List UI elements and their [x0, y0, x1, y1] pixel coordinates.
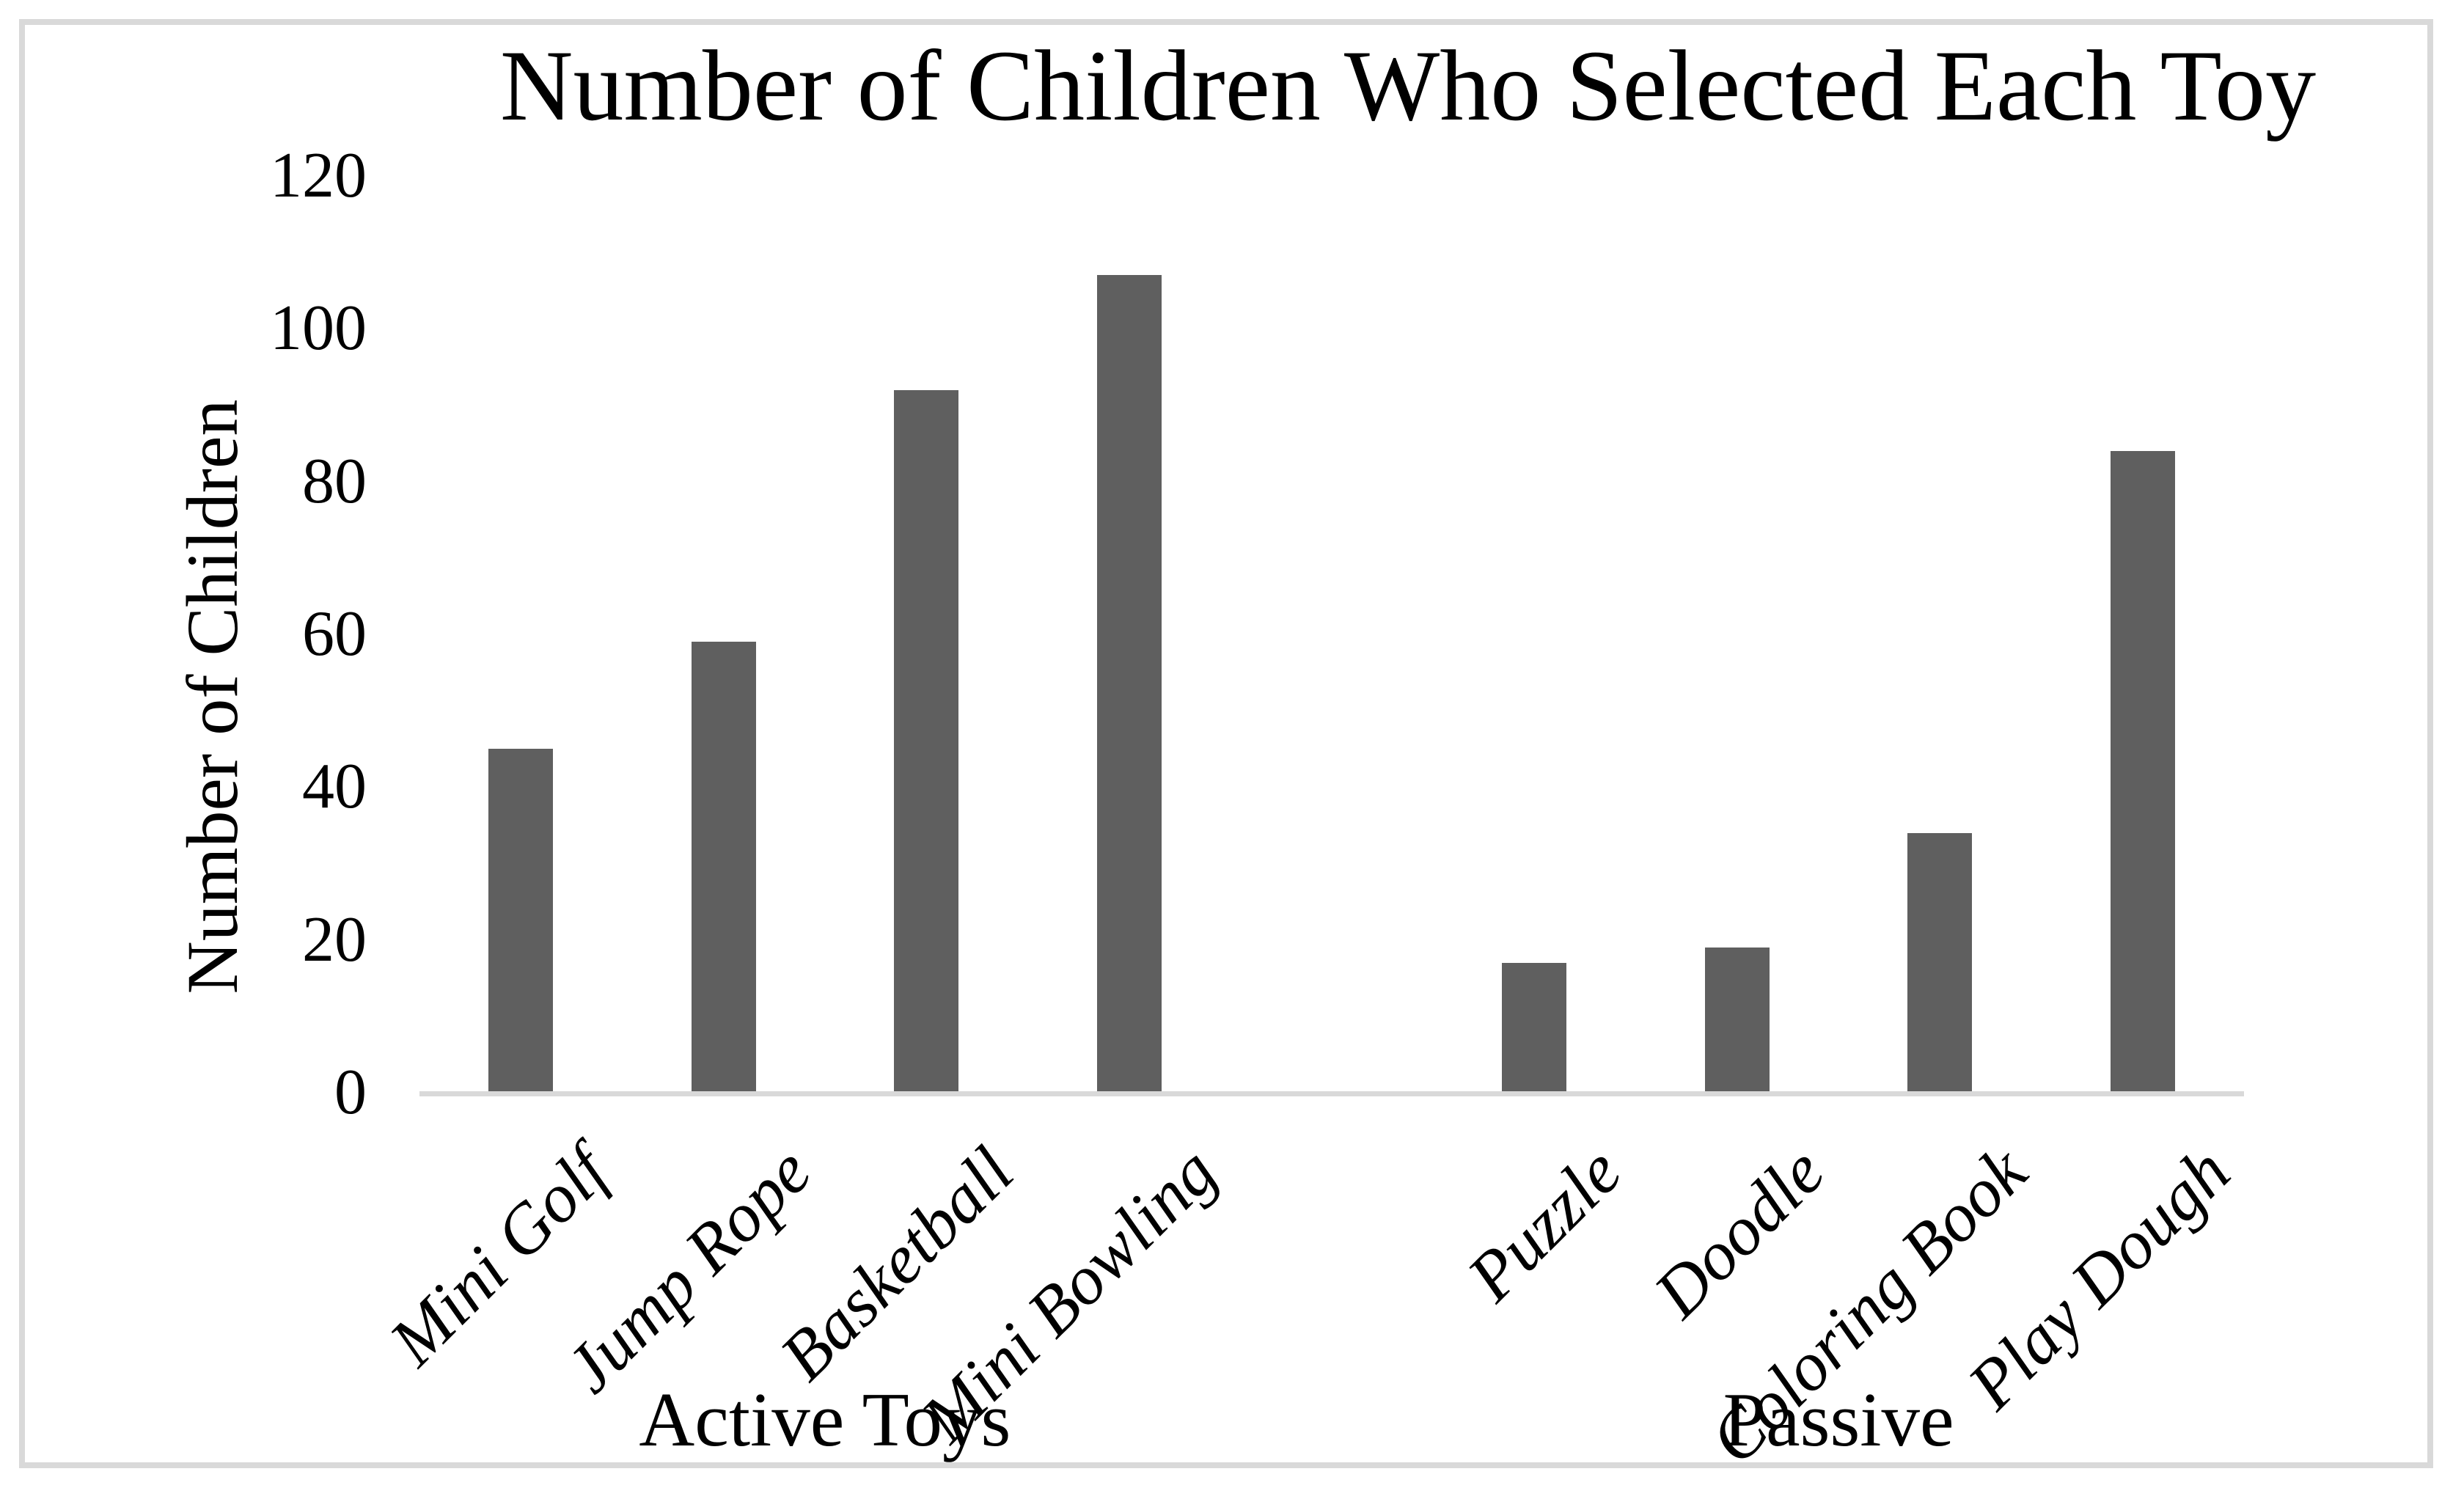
y-tick-label-40: 40	[302, 751, 367, 823]
y-tick-label-60: 60	[302, 598, 367, 670]
group-label-active-toys: Active Toys	[639, 1377, 1011, 1462]
bar-jump-rope	[691, 642, 756, 1091]
chart-border-frame	[19, 19, 2433, 1468]
bar-mini-golf	[488, 749, 554, 1091]
y-axis-title: Number of Children	[172, 399, 253, 994]
y-tick-label-120: 120	[270, 139, 367, 211]
bar-mini-bowling	[1096, 275, 1162, 1091]
chart-title: Number of Children Who Selected Each Toy	[499, 29, 2317, 142]
x-axis-line	[419, 1091, 2244, 1096]
y-tick-label-20: 20	[302, 904, 367, 975]
y-tick-label-0: 0	[334, 1057, 367, 1128]
y-tick-label-80: 80	[302, 445, 367, 517]
bar-basketball	[894, 389, 959, 1091]
group-label-passive: Passive	[1723, 1377, 1954, 1462]
bar-coloring-book	[1907, 832, 1973, 1091]
bar-play-dough	[2110, 450, 2175, 1091]
bar-puzzle	[1502, 962, 1567, 1091]
y-tick-label-100: 100	[270, 293, 367, 364]
bar-doodle	[1704, 948, 1770, 1091]
